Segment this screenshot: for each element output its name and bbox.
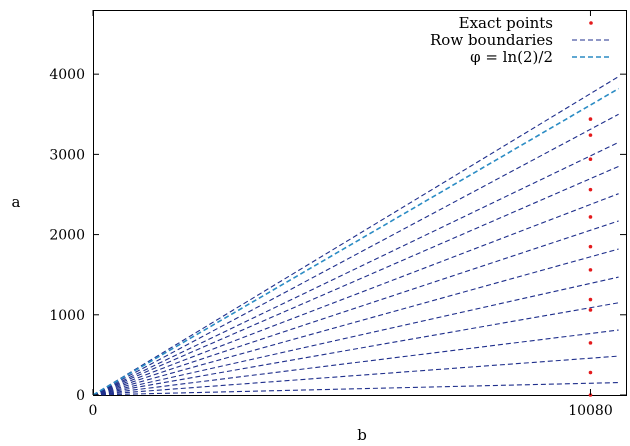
y-tick-label-4: 4000 [49,67,85,83]
row-boundary-line-10 [92,113,619,396]
exact-points [588,117,593,397]
exact-point-1 [588,370,593,375]
y-tick-label-0: 0 [76,388,85,404]
row-boundary-line-6 [92,220,619,396]
exact-point-4 [588,297,593,302]
y-tick-label-2: 2000 [49,228,85,244]
row-boundary-line-3 [92,302,619,396]
exact-point-11 [588,117,593,121]
exact-point-9 [588,157,593,161]
y-axis-label: a [12,193,21,211]
row-boundary-line-1 [92,355,619,396]
row-boundary-line-8 [92,165,619,396]
exact-point-7 [588,215,593,219]
axis-tick-labels: 0 10080 0 1000 2000 3000 4000 [49,67,612,419]
x-tick-label-0: 0 [89,403,98,419]
y-tick-label-3: 3000 [49,147,85,163]
exact-point-6 [588,244,593,249]
exact-point-2 [588,341,593,345]
legend-symbol-0 [589,21,593,25]
exact-point-3 [588,308,593,312]
exact-point-10 [588,133,593,137]
axis-ticks [92,10,626,396]
exact-point-5 [588,268,593,272]
row-boundary-line-5 [92,248,619,396]
x-axis-label: b [357,426,367,444]
x-tick-label-1: 10080 [568,403,613,419]
phi-line-0 [92,87,620,396]
legend-label-0: Exact points [459,14,553,32]
row-boundary-line-7 [92,193,619,396]
row-boundary-line-11 [92,76,619,396]
row-boundary-line-9 [92,141,619,396]
legend-label-1: Row boundaries [430,31,553,49]
plot-area-frame [93,10,627,396]
y-tick-label-1: 1000 [49,308,85,324]
plot-lines [92,76,620,396]
row-boundary-line-4 [92,276,619,396]
exact-point-8 [588,187,593,192]
row-boundary-line-2 [92,329,619,396]
row-boundary-line-0 [92,382,619,396]
legend-label-2: φ = ln(2)/2 [470,48,553,66]
